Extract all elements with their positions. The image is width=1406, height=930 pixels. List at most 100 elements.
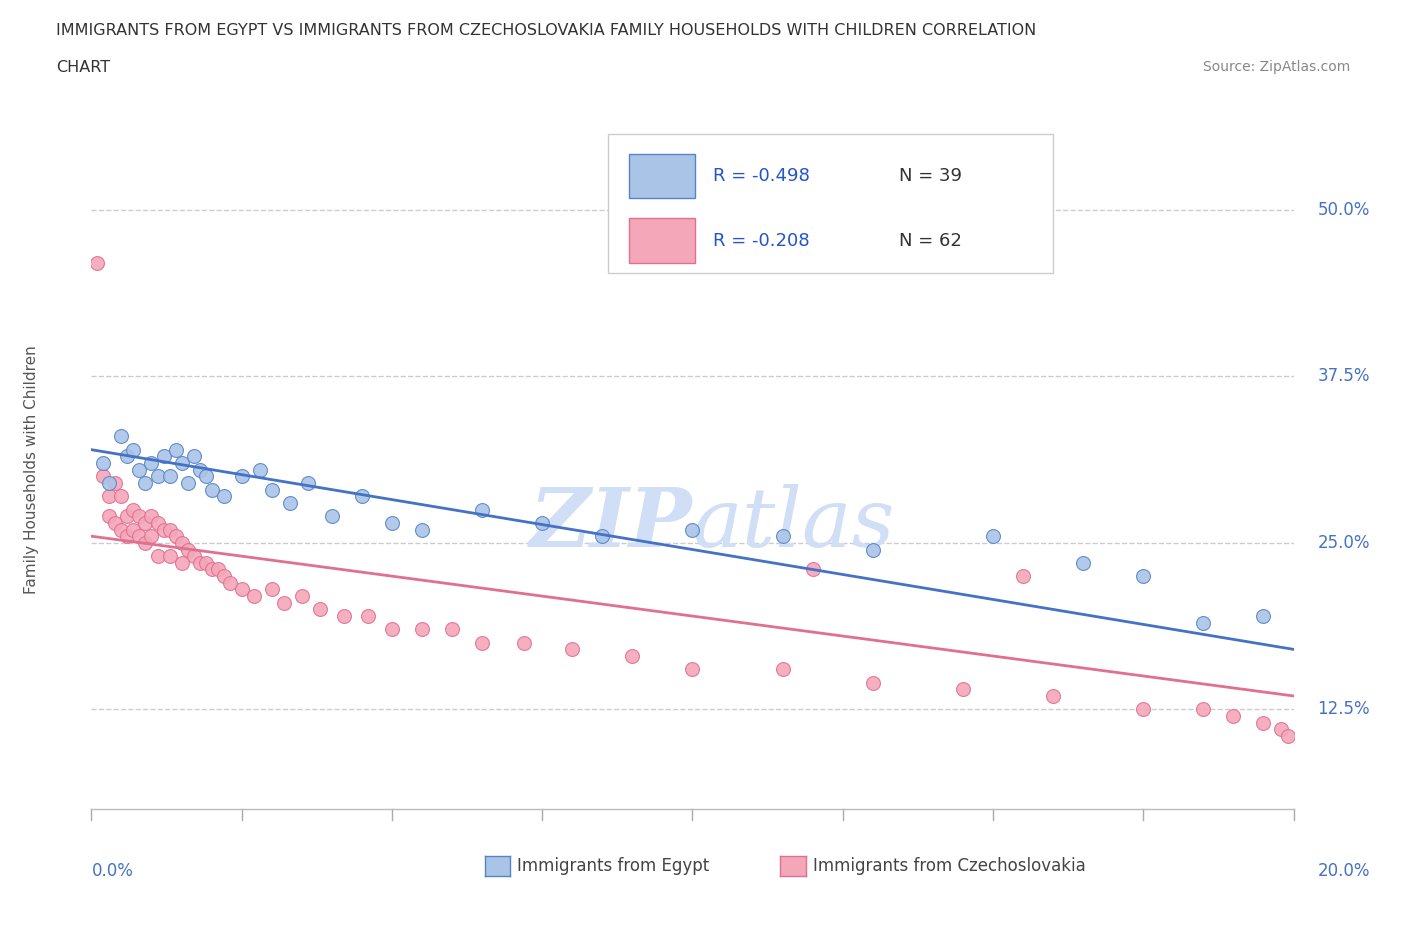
Point [183, 549, 205, 564]
Text: R = -0.208: R = -0.208 [713, 232, 810, 249]
Text: IMMIGRANTS FROM EGYPT VS IMMIGRANTS FROM CZECHOSLOVAKIA FAMILY HOUSEHOLDS WITH C: IMMIGRANTS FROM EGYPT VS IMMIGRANTS FROM… [56, 23, 1036, 38]
Text: 20.0%: 20.0% [1317, 862, 1369, 881]
Point [681, 522, 703, 537]
Point [411, 522, 433, 537]
Point [188, 462, 211, 477]
Point [1012, 569, 1035, 584]
FancyBboxPatch shape [628, 154, 695, 198]
Point [531, 515, 554, 530]
Point [212, 569, 235, 584]
Point [231, 469, 253, 484]
Point [260, 482, 283, 497]
Point [218, 576, 240, 591]
Text: 37.5%: 37.5% [1317, 367, 1369, 385]
Point [152, 522, 174, 537]
Text: R = -0.498: R = -0.498 [713, 167, 810, 185]
Point [165, 443, 187, 458]
Point [231, 582, 253, 597]
Point [134, 515, 156, 530]
Point [159, 549, 181, 564]
Point [117, 529, 139, 544]
Point [862, 542, 884, 557]
Point [801, 562, 824, 577]
Point [1071, 555, 1094, 570]
Point [260, 582, 283, 597]
Point [1277, 728, 1299, 743]
Text: ZIP: ZIP [530, 484, 692, 564]
Point [308, 602, 330, 617]
Point [411, 622, 433, 637]
Point [128, 529, 150, 544]
Point [117, 449, 139, 464]
Point [98, 509, 121, 524]
Point [176, 542, 198, 557]
Point [201, 482, 224, 497]
Point [440, 622, 463, 637]
Text: atlas: atlas [692, 484, 894, 564]
Point [134, 475, 156, 490]
Text: N = 62: N = 62 [900, 232, 962, 249]
Point [513, 635, 536, 650]
Point [952, 682, 974, 697]
Point [291, 589, 314, 604]
Point [104, 515, 127, 530]
Point [297, 475, 319, 490]
Point [122, 522, 145, 537]
Point [1270, 722, 1292, 737]
Point [128, 509, 150, 524]
Text: 25.0%: 25.0% [1317, 534, 1369, 551]
Point [273, 595, 295, 610]
Point [212, 489, 235, 504]
Point [98, 489, 121, 504]
Point [117, 509, 139, 524]
Text: N = 39: N = 39 [900, 167, 962, 185]
Point [93, 456, 115, 471]
FancyBboxPatch shape [628, 219, 695, 262]
Point [321, 509, 343, 524]
Point [152, 449, 174, 464]
Point [591, 529, 613, 544]
Point [104, 475, 127, 490]
Point [471, 502, 494, 517]
Text: Source: ZipAtlas.com: Source: ZipAtlas.com [1202, 60, 1350, 74]
Point [333, 608, 356, 623]
Point [278, 496, 301, 511]
Point [1192, 702, 1215, 717]
Point [194, 469, 217, 484]
Point [561, 642, 583, 657]
FancyBboxPatch shape [609, 134, 1053, 272]
Point [141, 456, 163, 471]
Point [1132, 569, 1154, 584]
Point [110, 429, 132, 444]
Point [772, 529, 794, 544]
Point [981, 529, 1004, 544]
Point [188, 555, 211, 570]
Point [381, 622, 404, 637]
Point [170, 536, 193, 551]
Text: Immigrants from Czechoslovakia: Immigrants from Czechoslovakia [813, 857, 1085, 875]
Point [772, 662, 794, 677]
Point [471, 635, 494, 650]
Point [110, 522, 132, 537]
Point [146, 469, 169, 484]
Point [134, 536, 156, 551]
Point [183, 449, 205, 464]
Point [1042, 688, 1064, 703]
Point [141, 529, 163, 544]
Point [350, 489, 373, 504]
Point [170, 555, 193, 570]
Point [1253, 715, 1275, 730]
Point [122, 502, 145, 517]
Point [122, 443, 145, 458]
Point [170, 456, 193, 471]
Text: 12.5%: 12.5% [1317, 700, 1371, 718]
Point [110, 489, 132, 504]
Point [159, 469, 181, 484]
Point [159, 522, 181, 537]
Point [862, 675, 884, 690]
Point [201, 562, 224, 577]
Point [249, 462, 271, 477]
Text: Immigrants from Egypt: Immigrants from Egypt [517, 857, 710, 875]
Point [207, 562, 229, 577]
Text: Family Households with Children: Family Households with Children [24, 345, 39, 594]
